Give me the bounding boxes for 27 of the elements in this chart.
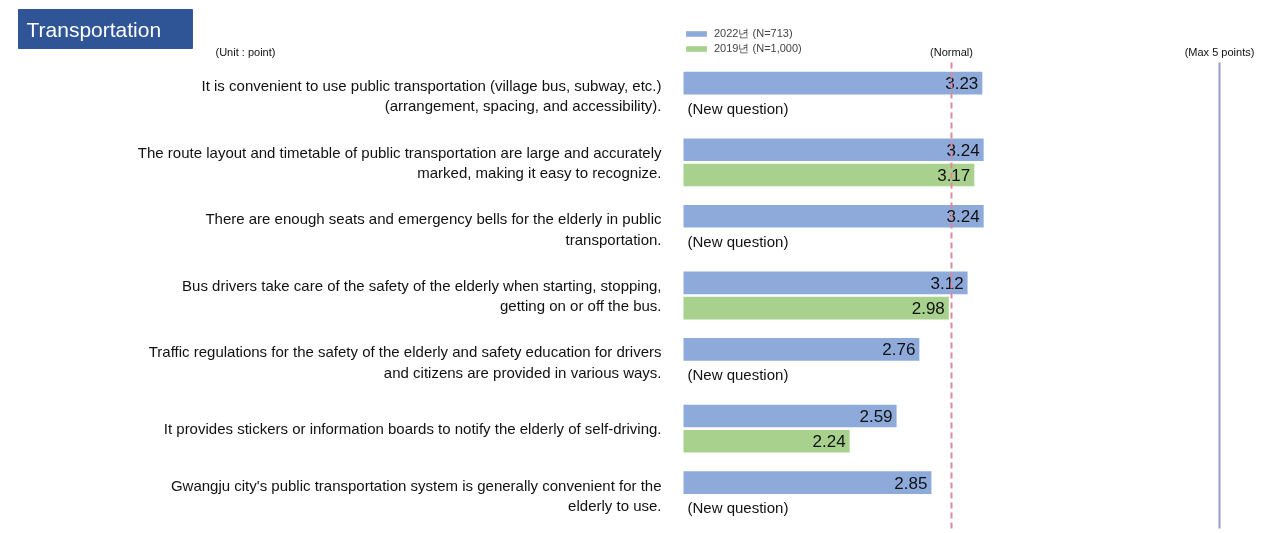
data-label: 3.23 xyxy=(945,74,979,94)
annotation: (New question) xyxy=(687,233,789,251)
data-label: 2.98 xyxy=(911,299,945,319)
annotation: (New question) xyxy=(687,499,789,517)
data-label: 3.24 xyxy=(946,140,980,160)
legend-label: 2019년 (N=1,000) xyxy=(714,41,802,56)
y-tick-label: Traffic regulations for the safety of the elderly and safety education for drivers and citizens are provided in various ways. xyxy=(148,343,662,381)
annotation: (New question) xyxy=(687,99,789,117)
y-tick-label: There are enough seats and emergency bells for the elderly in public transportation. xyxy=(205,210,662,248)
data-label: 2.59 xyxy=(859,406,893,426)
y-tick-label: Bus drivers take care of the safety of the elderly when starting, stopping, getting on or off the bus. xyxy=(182,276,662,315)
legend-label: 2022년 (N=713) xyxy=(714,26,793,41)
y-tick-label: Gwangju city's public transportation system is generally convenient for the elderly to use. xyxy=(170,476,662,514)
data-label: 2.85 xyxy=(894,473,928,493)
ref-line-label: (Max 5 points) xyxy=(1184,45,1255,58)
data-label: 3.17 xyxy=(937,166,971,186)
y-tick-label: It is convenient to use public transportation (village bus, subway, etc.) (arrangement, spacing, and accessibility). xyxy=(201,77,662,115)
data-label: 3.24 xyxy=(946,207,980,227)
ref-line-label: (Normal) xyxy=(930,45,973,58)
y-tick-label: The route layout and timetable of public transportation are large and accurately marked, making it easy to recognize. xyxy=(137,143,662,182)
data-label: 3.12 xyxy=(930,273,964,293)
text: Transportation xyxy=(26,17,162,41)
data-label: 2.24 xyxy=(812,432,846,452)
text: (Unit : point) xyxy=(215,45,276,58)
data-label: 2.76 xyxy=(882,340,916,360)
y-tick-label: It provides stickers or information boards to notify the elderly of self-driving. xyxy=(163,420,662,438)
annotation: (New question) xyxy=(687,366,789,384)
